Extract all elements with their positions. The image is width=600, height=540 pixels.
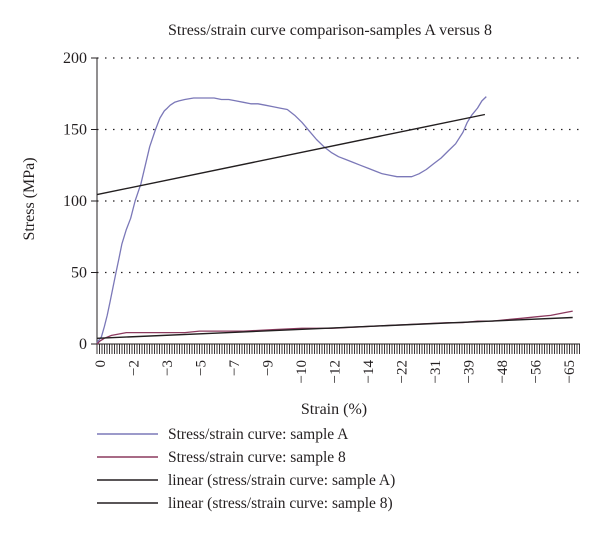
y-tick-label: 50 bbox=[71, 265, 87, 282]
y-tick-labels: 0 50 100 150 200 bbox=[63, 50, 97, 353]
series-lines bbox=[96, 96, 573, 345]
grid-lines bbox=[97, 57, 580, 274]
x-tick-label: 0 bbox=[93, 360, 109, 368]
sample-8-line bbox=[96, 310, 573, 345]
x-axis-label: Strain (%) bbox=[301, 401, 367, 418]
x-tick-label: −14 bbox=[361, 360, 377, 384]
x-tick-label: −12 bbox=[328, 360, 344, 383]
chart-title: Stress/strain curve comparison-samples A… bbox=[168, 22, 492, 39]
legend-label: linear (stress/strain curve: sample 8) bbox=[168, 495, 393, 512]
x-tick-label: −48 bbox=[495, 360, 511, 383]
x-tick-label: −39 bbox=[462, 360, 478, 383]
x-tick-labels: 0 −2 −3 −5 −7 −9 −10 −12 −14 −22 −31 −39 −48 −56 −65 bbox=[93, 360, 578, 384]
x-tick-label: −65 bbox=[562, 360, 578, 383]
y-axis-label: Stress (MPa) bbox=[21, 157, 38, 240]
y-tick-label: 0 bbox=[79, 336, 87, 353]
x-tick-label: −3 bbox=[160, 360, 176, 376]
x-tick-label: −31 bbox=[428, 360, 444, 383]
y-tick-label: 100 bbox=[63, 193, 87, 210]
x-tick-label: −10 bbox=[294, 360, 310, 383]
x-tick-label: −7 bbox=[227, 360, 243, 376]
legend: Stress/strain curve: sample A Stress/stra… bbox=[97, 426, 395, 512]
x-tick-label: −56 bbox=[529, 360, 545, 384]
y-tick-label: 200 bbox=[63, 50, 87, 67]
legend-label: linear (stress/strain curve: sample A) bbox=[168, 472, 395, 489]
sample-a-line bbox=[96, 96, 487, 343]
legend-label: Stress/strain curve: sample 8 bbox=[168, 449, 346, 466]
linear-sample-8-line bbox=[96, 316, 573, 339]
x-tick-label: −9 bbox=[261, 360, 277, 376]
x-tick-label: −2 bbox=[127, 360, 143, 376]
x-tick-label: −5 bbox=[194, 360, 210, 376]
legend-label: Stress/strain curve: sample A bbox=[168, 426, 349, 443]
axes bbox=[96, 58, 580, 354]
x-tick-label: −22 bbox=[395, 360, 411, 383]
linear-sample-a-line bbox=[96, 113, 486, 196]
y-tick-label: 150 bbox=[63, 122, 87, 139]
